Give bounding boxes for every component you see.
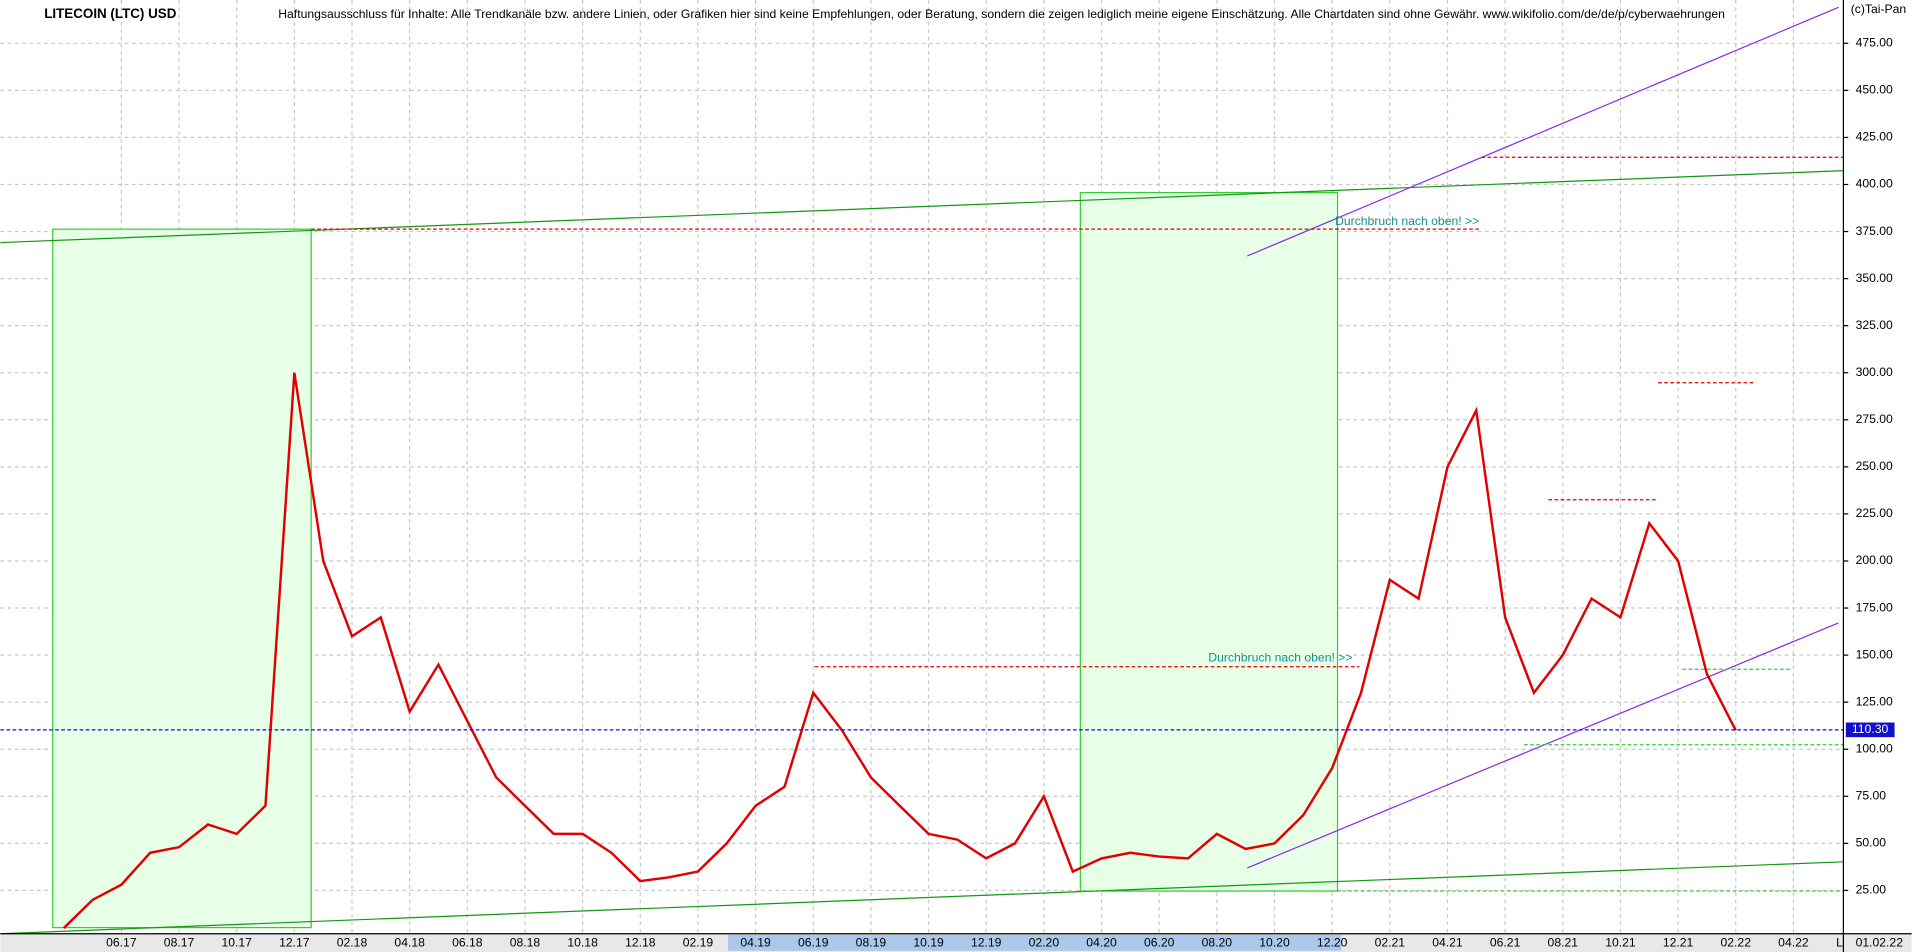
price-line — [62, 372, 1737, 929]
y-tick-label: 350.00 — [1856, 271, 1893, 285]
x-tick-label: 12.19 — [971, 936, 1002, 950]
x-tick-label: 08.18 — [510, 936, 541, 950]
x-tick-label: 10.20 — [1259, 936, 1290, 950]
disclaimer: Haftungsausschluss für Inhalte: Alle Tre… — [278, 7, 1725, 21]
y-tick-label: 250.00 — [1856, 459, 1893, 473]
x-tick-label: 10.17 — [221, 936, 252, 950]
trend-line — [0, 170, 1844, 244]
x-tick-label: 04.22 — [1778, 936, 1809, 950]
x-tick-label: 12.21 — [1663, 936, 1694, 950]
x-tick-label: 04.18 — [394, 936, 425, 950]
y-tick-label: 200.00 — [1856, 553, 1893, 567]
x-tick-label: 02.21 — [1375, 936, 1406, 950]
axes: 25.00 50.00 75.00 100.00 125.00 150.00 175.00 2… — [106, 36, 1895, 950]
x-axis-highlight — [728, 934, 1342, 951]
scale-label: L — [1836, 936, 1843, 950]
y-tick-label: 225.00 — [1856, 506, 1893, 520]
x-tick-label: 06.17 — [106, 936, 137, 950]
x-tick-label: 02.18 — [337, 936, 368, 950]
annotation: Durchbruch nach oben! >> — [1208, 650, 1352, 664]
y-tick-label: 275.00 — [1856, 412, 1893, 426]
y-tick-label: 375.00 — [1856, 224, 1893, 238]
y-tick-label: 475.00 — [1856, 36, 1893, 50]
y-tick-label: 175.00 — [1856, 600, 1893, 614]
x-tick-label: 08.19 — [856, 936, 887, 950]
x-tick-label: 06.20 — [1144, 936, 1175, 950]
x-tick-label: 04.21 — [1432, 936, 1463, 950]
x-tick-label: 10.18 — [567, 936, 598, 950]
x-tick-label: 06.19 — [798, 936, 829, 950]
date-label: 01.02.22 — [1856, 936, 1904, 950]
data — [0, 372, 1844, 929]
y-tick-label: 100.00 — [1856, 741, 1893, 755]
y-tick-label: 25.00 — [1856, 883, 1887, 897]
current-price-box — [1845, 722, 1895, 738]
y-tick-label: 50.00 — [1856, 836, 1887, 850]
channel-line — [1247, 6, 1839, 257]
y-tick-label: 300.00 — [1856, 365, 1893, 379]
y-tick-label: 400.00 — [1856, 177, 1893, 191]
x-tick-label: 04.20 — [1086, 936, 1117, 950]
x-tick-label: 06.18 — [452, 936, 483, 950]
x-tick-label: 08.21 — [1548, 936, 1579, 950]
x-tick-label: 12.17 — [279, 936, 310, 950]
x-tick-label: 08.17 — [164, 936, 195, 950]
y-tick-label: 150.00 — [1856, 647, 1893, 661]
current-price-label: 110.30 — [1852, 722, 1889, 736]
y-tick-label: 450.00 — [1856, 83, 1893, 97]
chart-title: LITECOIN (LTC) USD — [44, 6, 176, 21]
x-tick-label: 12.18 — [625, 936, 656, 950]
x-tick-label: 04.19 — [740, 936, 771, 950]
y-axis-panel — [1843, 0, 1912, 934]
x-tick-label: 10.21 — [1605, 936, 1636, 950]
x-tick-label: 06.21 — [1490, 936, 1521, 950]
trend-line — [0, 861, 1844, 935]
y-tick-label: 75.00 — [1856, 789, 1887, 803]
x-tick-label: 10.19 — [913, 936, 944, 950]
annotation: Durchbruch nach oben! >> — [1335, 214, 1479, 228]
x-tick-label: 12.20 — [1317, 936, 1348, 950]
x-tick-label: 08.20 — [1202, 936, 1233, 950]
x-tick-label: 02.19 — [683, 936, 714, 950]
green-zone — [1079, 191, 1339, 892]
green-zone — [52, 228, 312, 929]
y-tick-label: 125.00 — [1856, 694, 1893, 708]
x-tick-label: 02.20 — [1029, 936, 1060, 950]
copyright: (c)Tai-Pan — [1851, 2, 1906, 16]
y-tick-label: 325.00 — [1856, 318, 1893, 332]
x-tick-label: 02.22 — [1721, 936, 1752, 950]
y-tick-label: 425.00 — [1856, 130, 1893, 144]
